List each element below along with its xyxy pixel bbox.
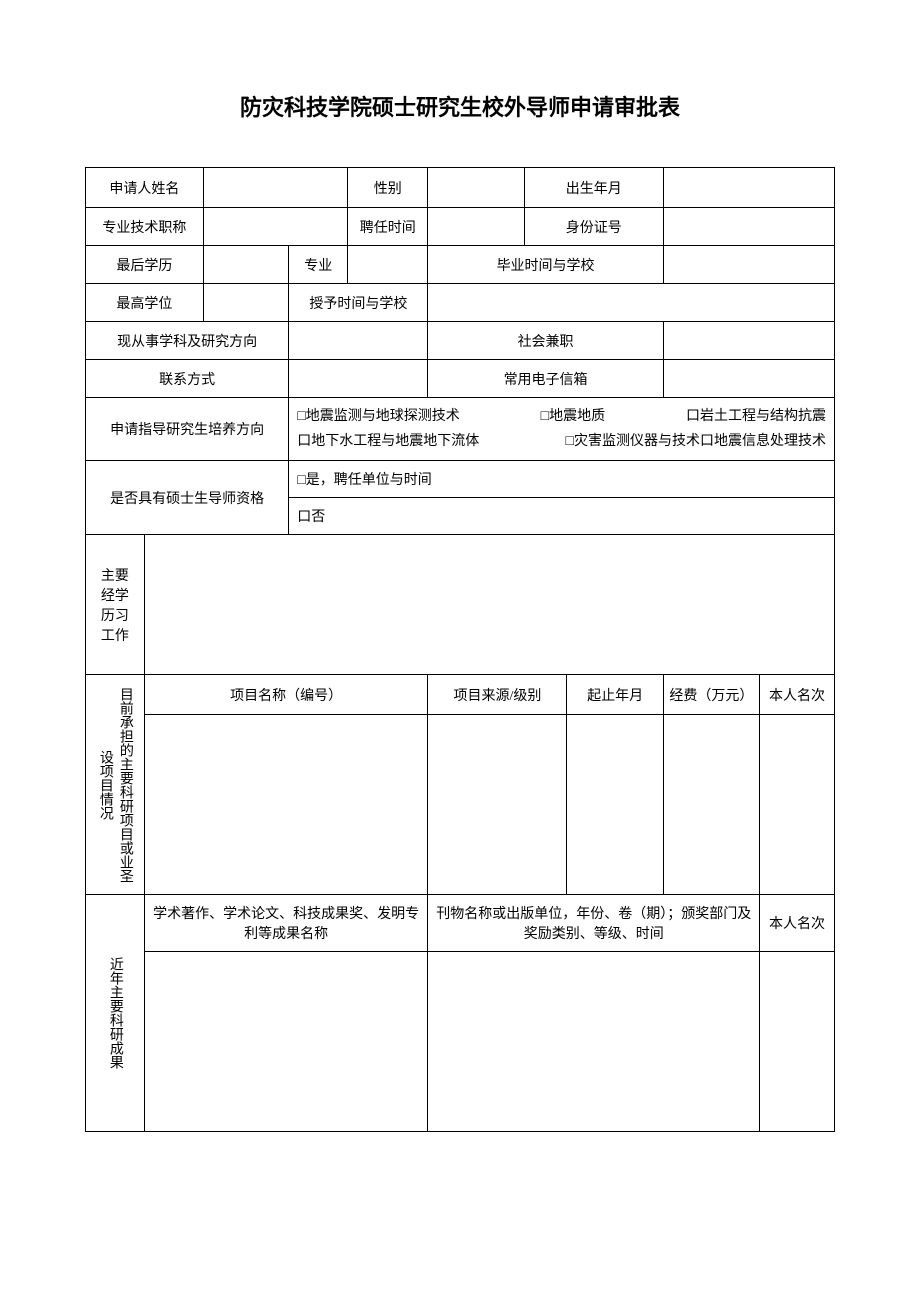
field-current-field[interactable] — [289, 322, 428, 360]
label-gender: 性别 — [348, 168, 428, 208]
project-field-period[interactable] — [567, 715, 663, 895]
field-applicant-name[interactable] — [203, 168, 347, 208]
field-degree-time-school[interactable] — [428, 284, 835, 322]
label-highest-degree: 最高学位 — [86, 284, 204, 322]
label-major: 专业 — [289, 246, 348, 284]
field-birth-date[interactable] — [663, 168, 834, 208]
achievement-field-name[interactable] — [144, 952, 428, 1132]
label-current-projects: 目前承担的主要科研项目或业圣设项目情况 — [86, 675, 145, 895]
field-gender[interactable] — [428, 168, 524, 208]
field-id-number[interactable] — [663, 208, 834, 246]
label-has-qualification: 是否具有硕士生导师资格 — [86, 461, 289, 535]
direction-option-2[interactable]: □地震地质 — [541, 404, 605, 429]
label-email: 常用电子信箱 — [428, 360, 663, 398]
field-graduation-time-school[interactable] — [663, 246, 834, 284]
direction-option-5[interactable]: □灾害监测仪器与技术口地震信息处理技术 — [566, 429, 826, 454]
achievement-field-rank[interactable] — [760, 952, 835, 1132]
application-form-table: 申请人姓名 性别 出生年月 专业技术职称 聘任时间 身份证号 最后学历 专业 毕… — [85, 167, 835, 1132]
label-recent-achievements: 近年主要科研成果 — [86, 895, 145, 1132]
field-social-position[interactable] — [663, 322, 834, 360]
field-major[interactable] — [348, 246, 428, 284]
label-contact: 联系方式 — [86, 360, 289, 398]
page-title: 防灾科技学院硕士研究生校外导师申请审批表 — [85, 90, 835, 122]
project-header-name: 项目名称（编号） — [144, 675, 428, 715]
direction-option-3[interactable]: 口岩土工程与结构抗震 — [686, 404, 826, 429]
achievement-field-publication[interactable] — [428, 952, 760, 1132]
project-field-name[interactable] — [144, 715, 428, 895]
field-appointment-time[interactable] — [428, 208, 524, 246]
label-birth-date: 出生年月 — [524, 168, 663, 208]
label-id-number: 身份证号 — [524, 208, 663, 246]
label-highest-education: 最后学历 — [86, 246, 204, 284]
field-highest-degree[interactable] — [203, 284, 289, 322]
project-header-period: 起止年月 — [567, 675, 663, 715]
achievement-header-name: 学术著作、学术论文、科技成果奖、发明专利等成果名称 — [144, 895, 428, 952]
label-current-field: 现从事学科及研究方向 — [86, 322, 289, 360]
field-email[interactable] — [663, 360, 834, 398]
label-graduation-time-school: 毕业时间与学校 — [428, 246, 663, 284]
direction-option-4[interactable]: 口地下水工程与地震地下流体 — [297, 429, 479, 454]
field-highest-education[interactable] — [203, 246, 289, 284]
project-field-rank[interactable] — [760, 715, 835, 895]
label-main-experience: 主要经学历习工作 — [86, 535, 145, 675]
project-field-funding[interactable] — [663, 715, 759, 895]
project-field-source[interactable] — [428, 715, 567, 895]
project-header-rank: 本人名次 — [760, 675, 835, 715]
label-professional-title: 专业技术职称 — [86, 208, 204, 246]
field-contact[interactable] — [289, 360, 428, 398]
label-training-direction: 申请指导研究生培养方向 — [86, 398, 289, 461]
field-professional-title[interactable] — [203, 208, 347, 246]
field-training-direction[interactable]: □地震监测与地球探测技术 □地震地质 口岩土工程与结构抗震 口地下水工程与地震地… — [289, 398, 835, 461]
label-degree-time-school: 授予时间与学校 — [289, 284, 428, 322]
label-social-position: 社会兼职 — [428, 322, 663, 360]
field-main-experience[interactable] — [144, 535, 834, 675]
achievement-header-rank: 本人名次 — [760, 895, 835, 952]
label-applicant-name: 申请人姓名 — [86, 168, 204, 208]
qualification-no[interactable]: 口否 — [289, 498, 835, 535]
direction-option-1[interactable]: □地震监测与地球探测技术 — [297, 404, 459, 429]
achievement-header-publication: 刊物名称或出版单位，年份、卷（期）；颁奖部门及奖励类别、等级、时间 — [428, 895, 760, 952]
label-appointment-time: 聘任时间 — [348, 208, 428, 246]
project-header-funding: 经费（万元） — [663, 675, 759, 715]
project-header-source: 项目来源/级别 — [428, 675, 567, 715]
qualification-yes[interactable]: □是，聘任单位与时间 — [289, 461, 835, 498]
